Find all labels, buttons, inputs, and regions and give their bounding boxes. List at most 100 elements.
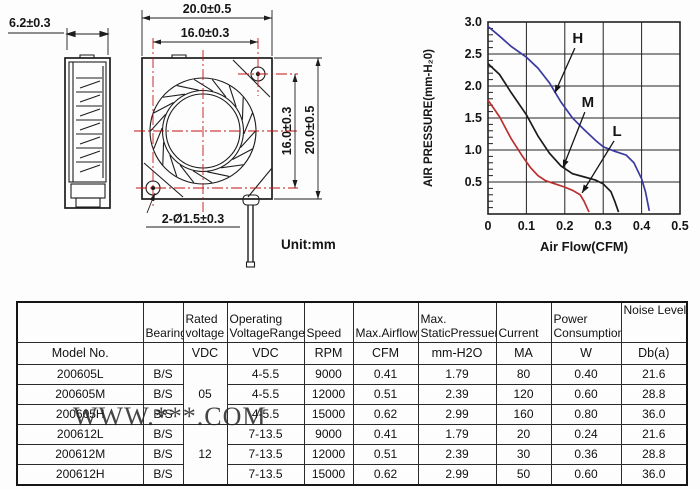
header-cell: Max.Airflow xyxy=(352,301,419,343)
speed-cell: 9000 xyxy=(303,364,354,385)
range-cell: 7-13.5 xyxy=(226,424,305,445)
dim-outer-height-label: 20.0±0.5 xyxy=(303,106,317,155)
header-cell xyxy=(16,301,144,343)
spec-table: Bearing Rated voltage Operating VoltageRange… xyxy=(16,301,688,486)
header-cell: Noise Level xyxy=(620,301,688,343)
header-cell: Operating VoltageRange xyxy=(226,301,305,343)
svg-text:2.5: 2.5 xyxy=(465,47,482,61)
header-line: Speed xyxy=(306,326,342,341)
svg-text:0.1: 0.1 xyxy=(518,219,535,233)
current-cell: 50 xyxy=(495,464,552,486)
holes-dim-label: 2-Ø1.5±0.3 xyxy=(162,212,224,226)
header-cell: Bearing xyxy=(142,301,184,343)
curve-label-M: M xyxy=(582,94,595,111)
header-line: Bearing xyxy=(145,326,183,341)
svg-text:0.3: 0.3 xyxy=(595,219,612,233)
voltage-cell: 12 xyxy=(182,424,228,486)
power-cell: 0.80 xyxy=(550,404,622,425)
header-line: Max.Airflow xyxy=(355,326,418,341)
header-line: Power xyxy=(553,312,588,327)
speed-cell: 12000 xyxy=(303,444,354,465)
noise-cell: 21.6 xyxy=(620,364,688,385)
unit-cell xyxy=(142,342,184,365)
arrowhead xyxy=(554,84,561,94)
speed-cell: 15000 xyxy=(303,464,354,486)
range-cell: 4-5.5 xyxy=(226,364,305,385)
header-cell: Speed xyxy=(303,301,354,343)
header-line: Max. xyxy=(420,312,447,327)
range-cell: 7-13.5 xyxy=(226,464,305,486)
bearing-cell: B/S xyxy=(142,464,184,486)
unit-cell: MA xyxy=(495,342,552,365)
spec-row: 200605L B/S 05 4-5.5 9000 0.41 1.79 80 0.40 21.6 xyxy=(16,364,688,425)
airflow-cell: 0.41 xyxy=(352,364,419,385)
dim-hole-pitch-v-label: 16.0±0.3 xyxy=(280,107,294,156)
curve-label-arrow xyxy=(554,47,576,94)
chart-tick-labels: 0.5 1.0 1.5 2.0 2.5 3.0 0 0.1 0.2 0.3 0.4 0.5 xyxy=(465,15,689,233)
spec-row: 200612M B/S 7-13.5 12000 0.51 2.39 30 0.36 28.8 xyxy=(16,444,688,465)
curve-label-arrow xyxy=(581,140,615,194)
power-cell: 0.40 xyxy=(550,364,622,385)
side-view xyxy=(64,54,111,209)
curve-M xyxy=(487,62,620,213)
lead-wires xyxy=(242,194,260,268)
arrowhead xyxy=(582,184,589,193)
chart-x-axis-title: Air Flow(CFM) xyxy=(540,239,628,254)
spec-row: 200612H B/S 7-13.5 15000 0.62 2.99 50 0.60 36.0 xyxy=(16,464,688,486)
svg-text:3.0: 3.0 xyxy=(465,15,482,29)
airflow-cell: 0.51 xyxy=(352,384,419,405)
model-cell: 200612M xyxy=(16,444,144,465)
model-cell: 200605L xyxy=(16,364,144,385)
speed-cell: 9000 xyxy=(303,424,354,445)
airflow-cell: 0.51 xyxy=(352,444,419,465)
holes-leader xyxy=(146,192,240,228)
pressure-cell: 1.79 xyxy=(417,364,497,385)
dim-front-right xyxy=(274,57,322,200)
header-line: Current xyxy=(498,326,539,341)
noise-cell: 28.8 xyxy=(620,384,688,405)
curve-label-L: L xyxy=(612,123,621,140)
range-cell: 7-13.5 xyxy=(226,444,305,465)
header-line: Operating xyxy=(229,312,283,327)
svg-text:0.4: 0.4 xyxy=(633,219,650,233)
curve-label-arrow xyxy=(562,111,586,169)
speed-cell: 15000 xyxy=(303,404,354,425)
impeller-blades xyxy=(150,78,256,184)
curve-L xyxy=(487,99,590,213)
pressure-cell: 1.79 xyxy=(417,424,497,445)
front-view xyxy=(141,54,273,268)
svg-text:2.0: 2.0 xyxy=(465,79,482,93)
header-line: StaticPressuer xyxy=(420,326,496,341)
chart-grid xyxy=(487,21,681,214)
unit-cell: Db(a) xyxy=(620,342,688,365)
header-line: Noise Level xyxy=(623,303,687,317)
airflow-cell: 0.62 xyxy=(352,464,419,486)
header-cell: Power Consumption xyxy=(550,301,622,343)
current-cell: 30 xyxy=(495,444,552,465)
header-line: Consumption xyxy=(553,326,621,341)
model-cell: 200605H xyxy=(16,404,144,425)
spec-row: 200605H B/S 4-5.5 15000 0.62 2.99 160 0.80 36.0 xyxy=(16,404,688,425)
svg-text:1.0: 1.0 xyxy=(465,143,482,157)
header-line: Rated xyxy=(185,312,218,327)
bearing-cell: B/S xyxy=(142,444,184,465)
range-cell: 4-5.5 xyxy=(226,384,305,405)
fan-technical-drawing: 6.2±0.3 20.0±0.5 16.0±0.3 16.0±0.3 20.0±… xyxy=(8,2,336,268)
pressure-cell: 2.39 xyxy=(417,384,497,405)
spec-table-container: Bearing Rated voltage Operating VoltageRange… xyxy=(16,301,688,486)
svg-text:0.5: 0.5 xyxy=(465,175,482,189)
unit-cell: CFM xyxy=(352,342,419,365)
unit-label: Unit:mm xyxy=(281,237,336,252)
power-cell: 0.60 xyxy=(550,384,622,405)
header-line: voltage xyxy=(185,326,225,341)
unit-cell: VDC xyxy=(182,342,228,365)
watermark: WWW.***.COM xyxy=(73,402,267,431)
arrowhead xyxy=(562,159,569,168)
svg-text:0.2: 0.2 xyxy=(556,219,573,233)
dim-hole-pitch-h-label: 16.0±0.3 xyxy=(181,26,230,40)
power-cell: 0.60 xyxy=(550,464,622,486)
curve-H xyxy=(487,25,651,211)
pressure-cell: 2.99 xyxy=(417,404,497,425)
current-cell: 20 xyxy=(495,424,552,445)
